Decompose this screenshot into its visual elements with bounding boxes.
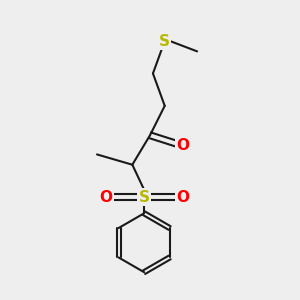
- Text: S: S: [139, 190, 150, 205]
- Text: O: O: [99, 190, 112, 205]
- Text: S: S: [159, 34, 170, 49]
- Text: O: O: [176, 138, 189, 153]
- Text: O: O: [176, 190, 189, 205]
